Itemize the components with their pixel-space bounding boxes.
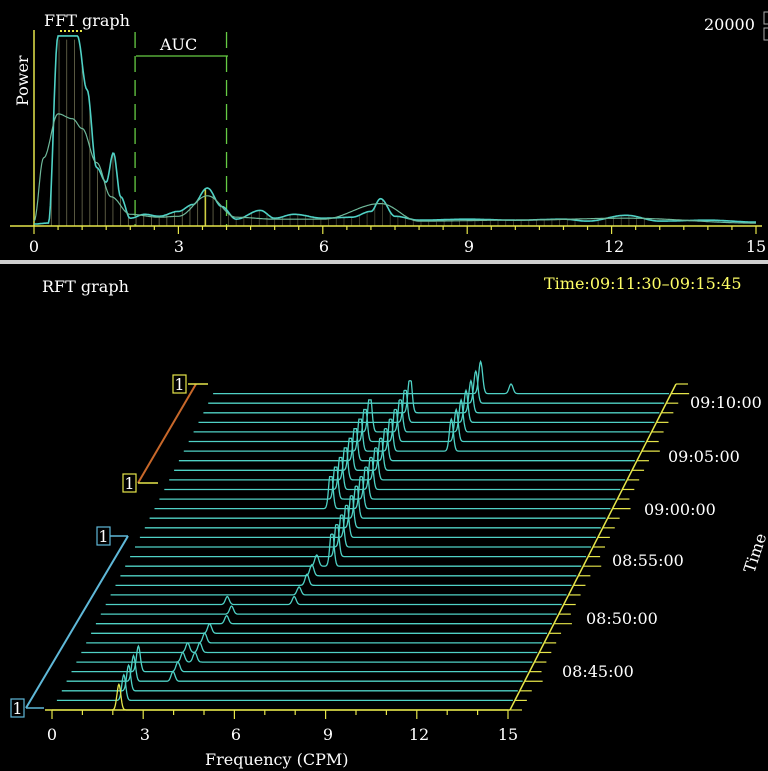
fft-x-tick-label: 15 xyxy=(746,237,766,256)
rft-x-tick-label: 12 xyxy=(409,725,429,744)
rft-trace xyxy=(188,407,645,443)
fft-x-ticks xyxy=(33,226,757,234)
rft-trace xyxy=(95,614,552,625)
time-tick-label: 09:10:00 xyxy=(690,393,762,412)
time-tick-label: 08:50:00 xyxy=(586,609,658,628)
fft-title: FFT graph xyxy=(44,11,130,30)
rft-trace xyxy=(208,369,665,404)
marker-label: 1 xyxy=(12,699,22,718)
rft-trace xyxy=(120,563,577,577)
rft-trace xyxy=(193,398,650,433)
rft-trace xyxy=(164,456,621,491)
fft-x-tick-label: 6 xyxy=(319,237,329,256)
rft-title: RFT graph xyxy=(42,277,129,296)
marker-box xyxy=(122,473,137,493)
auc-window: AUC xyxy=(134,32,228,226)
orange-marker-line xyxy=(137,383,197,484)
time-tick-label: 09:00:00 xyxy=(644,500,716,519)
rft-trace xyxy=(61,663,518,692)
marker-label: 1 xyxy=(98,527,108,546)
panel-separator xyxy=(0,260,768,264)
fft-series-primary xyxy=(33,35,756,225)
rft-trace xyxy=(86,632,543,644)
rft-trace xyxy=(71,644,528,673)
rft-trace xyxy=(178,428,635,462)
rft-trace xyxy=(169,447,626,481)
marker-label: 1 xyxy=(124,474,134,493)
blue-marker-line xyxy=(25,535,129,709)
rft-trace xyxy=(110,586,567,596)
rft-trace xyxy=(115,573,572,587)
time-tick-label: 08:55:00 xyxy=(612,551,684,570)
rft-trace xyxy=(76,651,533,663)
marker-box xyxy=(172,374,187,394)
rft-trace xyxy=(105,595,562,606)
rft-trace xyxy=(144,495,601,529)
rft-x-ticks xyxy=(51,710,509,719)
rft-x-tick-label: 6 xyxy=(231,725,241,744)
scroll-stub xyxy=(763,27,768,41)
rft-trace xyxy=(149,485,606,519)
rft-x-tick-label: 3 xyxy=(140,725,150,744)
rft-x-label: Frequency (CPM) xyxy=(205,750,349,769)
time-tick-label: 09:05:00 xyxy=(668,447,740,466)
fft-series-secondary xyxy=(33,113,756,224)
rft-trace xyxy=(203,379,660,414)
rft-trace xyxy=(139,504,596,539)
rft-trace xyxy=(130,523,587,558)
rft-trace xyxy=(81,642,538,654)
rft-x-tick-label: 0 xyxy=(47,725,57,744)
fft-x-tick-label: 12 xyxy=(604,237,624,256)
rft-panel: RFT graph Time:09:11:30–09:15:45 0 3 6 9… xyxy=(10,274,768,769)
rft-trace xyxy=(125,533,582,567)
marker-box xyxy=(96,526,111,546)
time-range-label: Time:09:11:30–09:15:45 xyxy=(544,274,742,293)
rft-trace xyxy=(159,466,616,500)
fft-x-tick-label: 3 xyxy=(174,237,184,256)
fft-x-tick-label: 9 xyxy=(464,237,474,256)
time-axis-ticks xyxy=(510,383,690,711)
rft-traces xyxy=(52,359,670,711)
fft-max-label: 20000 xyxy=(704,15,755,34)
rft-trace xyxy=(100,605,557,615)
rft-trace xyxy=(91,622,548,634)
rft-trace xyxy=(56,673,513,702)
rft-trace xyxy=(66,654,523,682)
rft-x-tick-labels: 0 3 6 9 12 15 xyxy=(47,725,518,744)
fft-x-tick-labels: 0 3 6 9 12 15 xyxy=(29,237,766,256)
rft-trace xyxy=(174,437,631,471)
rft-trace xyxy=(213,359,670,395)
rft-trace xyxy=(183,417,640,452)
time-tick-label: 08:45:00 xyxy=(562,662,634,681)
fft-stems xyxy=(50,39,645,226)
marker-label: 1 xyxy=(174,375,184,394)
rft-x-tick-label: 9 xyxy=(323,725,333,744)
auc-label: AUC xyxy=(159,35,197,54)
rft-trace xyxy=(198,388,655,424)
fft-y-label: Power xyxy=(13,55,32,106)
event-markers: 1 1 1 1 xyxy=(10,374,208,718)
fft-panel: FFT graph Power 20000 AUC 0 3 6 9 12 15 xyxy=(10,11,768,256)
time-tick-labels: 08:45:00 08:50:00 08:55:00 09:00:00 09:0… xyxy=(562,393,762,681)
scroll-stub xyxy=(763,11,768,25)
marker-box xyxy=(10,698,25,718)
rft-trace xyxy=(135,514,591,548)
fft-x-tick-label: 0 xyxy=(29,237,39,256)
rft-trace xyxy=(154,475,611,510)
rft-x-tick-label: 15 xyxy=(498,725,518,744)
